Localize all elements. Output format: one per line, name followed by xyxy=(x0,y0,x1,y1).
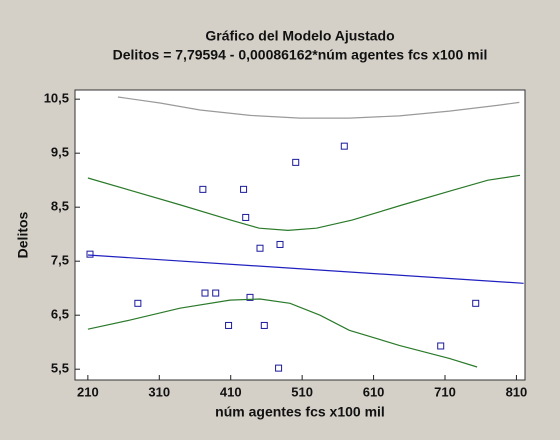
chart-subtitle: Delitos = 7,79594 - 0,00086162*núm agent… xyxy=(113,47,488,63)
y-axis-label: Delitos xyxy=(15,211,31,258)
x-tick-label: 210 xyxy=(77,384,99,399)
data-point xyxy=(212,289,220,297)
x-tick-label: 510 xyxy=(291,384,313,399)
y-tick-label: 10,5 xyxy=(44,91,69,106)
y-tick-label: 9,5 xyxy=(51,145,69,160)
line xyxy=(117,96,520,119)
data-point xyxy=(260,321,268,329)
x-axis-label: núm agentes fcs x100 mil xyxy=(215,404,385,420)
x-tick-label: 310 xyxy=(148,384,170,399)
x-tick-label: 710 xyxy=(434,384,456,399)
x-tick-label: 410 xyxy=(220,384,242,399)
data-point xyxy=(276,240,284,248)
y-tick-label: 8,5 xyxy=(51,199,69,214)
data-point xyxy=(199,185,207,193)
data-point xyxy=(340,142,348,150)
data-point xyxy=(242,213,250,221)
line xyxy=(87,298,478,368)
line xyxy=(87,254,524,284)
x-tick-label: 810 xyxy=(506,384,528,399)
data-point xyxy=(256,244,264,252)
data-point xyxy=(275,364,283,372)
data-point xyxy=(472,299,480,307)
y-tick-label: 6,5 xyxy=(51,307,69,322)
data-point xyxy=(201,289,209,297)
data-point xyxy=(240,185,248,193)
x-tick-label: 610 xyxy=(363,384,385,399)
data-point xyxy=(225,321,233,329)
data-point xyxy=(246,293,254,301)
chart-title: Gráfico del Modelo Ajustado xyxy=(205,28,394,44)
plot-area xyxy=(74,89,526,381)
data-point xyxy=(292,158,300,166)
y-tick-label: 5,5 xyxy=(51,361,69,376)
data-point xyxy=(437,342,445,350)
data-point xyxy=(134,299,142,307)
y-tick-label: 7,5 xyxy=(51,253,69,268)
line xyxy=(87,174,521,232)
data-point xyxy=(86,250,94,258)
